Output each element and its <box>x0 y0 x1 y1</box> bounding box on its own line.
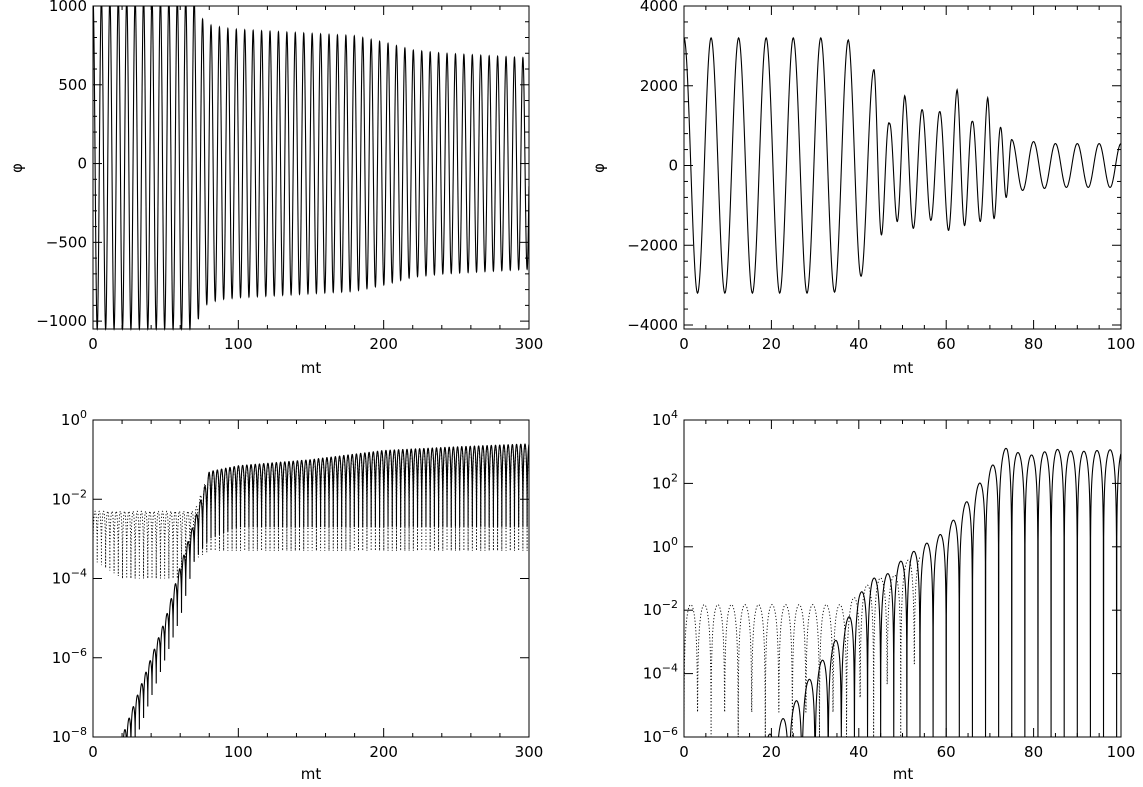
x-tick-label: 100 <box>224 743 253 761</box>
x-axis-label: mt <box>893 359 914 377</box>
x-axis-label: mt <box>893 765 914 783</box>
x-tick-label: 100 <box>1107 743 1136 761</box>
panel-top-left: φ mt 0 100 200 300 −1000 −500 0 500 1000 <box>8 0 543 377</box>
series-line-solid <box>114 443 530 738</box>
y-tick-label: 1000 <box>49 0 87 15</box>
y-tick-label: 102 <box>652 471 678 492</box>
panel-bottom-right: mt 0 20 40 60 80 100 10−6 10−4 10−2 100 102 104 <box>643 408 1136 783</box>
y-tick-label: 10−2 <box>643 598 678 619</box>
series-line <box>92 5 530 331</box>
x-tick-label: 40 <box>849 335 868 353</box>
y-tick-label: −500 <box>46 233 87 251</box>
y-axis-label: φ <box>590 163 608 173</box>
series-line-dotted <box>92 443 530 579</box>
plot-frame <box>92 5 530 330</box>
x-tick-label: 40 <box>849 743 868 761</box>
y-tick-label: 0 <box>668 157 678 175</box>
y-tick-label: −2000 <box>627 236 678 254</box>
x-tick-label: 0 <box>679 335 689 353</box>
x-tick-label: 80 <box>1024 743 1043 761</box>
x-tick-label: 300 <box>515 335 544 353</box>
y-tick-label: 4000 <box>640 0 678 15</box>
y-tick-label: 100 <box>652 535 678 556</box>
x-tick-label: 0 <box>679 743 689 761</box>
x-tick-label: 60 <box>937 743 956 761</box>
panel-bottom-left: mt 0 100 200 300 10−8 10−6 10−4 10−2 100 <box>52 408 544 783</box>
x-tick-label: 0 <box>88 743 98 761</box>
x-axis-label: mt <box>301 359 322 377</box>
x-tick-label: 200 <box>369 743 398 761</box>
series-line <box>683 36 1122 295</box>
x-tick-label: 0 <box>88 335 98 353</box>
y-tick-label: 10−4 <box>643 662 678 683</box>
x-tick-label: 100 <box>1107 335 1136 353</box>
x-tick-label: 60 <box>937 335 956 353</box>
x-tick-label: 20 <box>762 743 781 761</box>
plot-frame <box>683 5 1122 330</box>
y-tick-label: 10−6 <box>52 646 87 667</box>
x-tick-label: 100 <box>224 335 253 353</box>
y-tick-label: 2000 <box>640 77 678 95</box>
x-tick-label: 80 <box>1024 335 1043 353</box>
y-tick-label: −1000 <box>36 312 87 330</box>
x-axis-label: mt <box>301 765 322 783</box>
y-axis-label: φ <box>8 163 26 173</box>
y-tick-label: 0 <box>77 155 87 173</box>
plot-frame <box>683 419 1122 738</box>
y-tick-label: 10−2 <box>52 487 87 508</box>
y-tick-label: 10−8 <box>52 725 87 746</box>
y-tick-label: 500 <box>58 76 87 94</box>
y-tick-label: 100 <box>61 408 87 429</box>
y-tick-label: −4000 <box>627 316 678 334</box>
x-tick-label: 20 <box>762 335 781 353</box>
x-tick-label: 300 <box>515 743 544 761</box>
y-tick-label: 10−4 <box>52 567 87 588</box>
panel-top-right: φ mt 0 20 40 60 80 100 −4000 −2000 0 2000 4000 <box>590 0 1135 377</box>
y-tick-label: 104 <box>652 408 678 429</box>
series-line-solid <box>767 447 1122 738</box>
y-tick-label: 10−6 <box>643 725 678 746</box>
x-tick-label: 200 <box>369 335 398 353</box>
